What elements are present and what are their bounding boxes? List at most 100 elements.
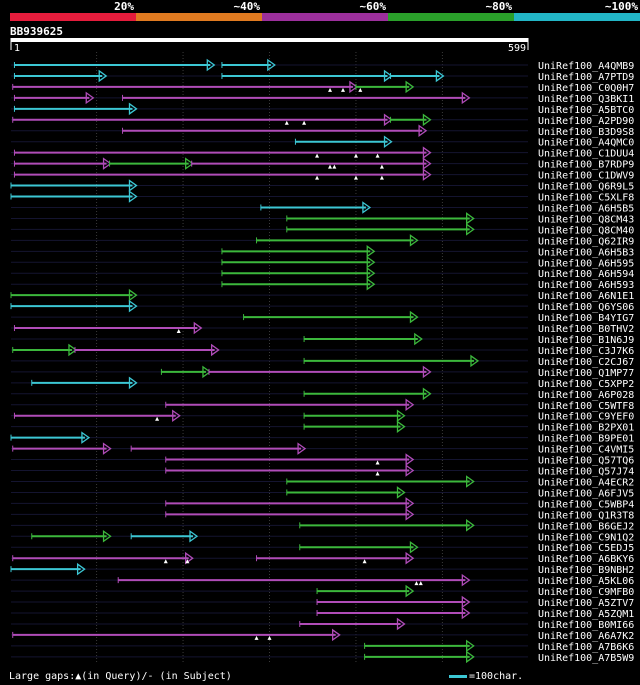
query-id: BB939625 [10,25,63,38]
hit-segment-arrowhead [383,113,393,127]
hit-segment-arrowhead [466,519,475,532]
hit-segment-arrowhead [383,135,393,148]
hit-segment-arrowhead [466,639,475,653]
hit-label: UniRef100_A6H5B5 [538,203,634,214]
gap-legend-subject: (in Subject) [153,671,232,682]
query-gap-marker [358,87,363,92]
hit-label: UniRef100_Q62IR9 [538,236,634,247]
hit-segment-arrowhead [128,102,138,116]
hit-label: UniRef100_Q57TQ6 [538,456,634,467]
query-gap-marker [375,460,380,465]
hit-label: UniRef100_A6N1E1 [538,291,634,302]
hit-label: UniRef100_C0Q0H7 [538,83,634,94]
hit-label: UniRef100_A4QMC0 [538,138,634,149]
hit-segment-arrowhead [409,540,419,554]
hit-segment-arrowhead [128,179,138,192]
hit-segment-arrowhead [461,595,471,609]
query-ruler [11,38,528,42]
hit-segment-arrowhead [185,551,194,565]
hit-segment-arrowhead [85,91,95,105]
identity-label-2: ~40% [234,0,261,13]
hit-label: UniRef100_Q6R9L5 [538,182,634,193]
hit-segment-arrowhead [68,343,78,357]
hit-segment-arrowhead [102,157,112,170]
query-gap-marker [375,471,380,476]
hit-label: UniRef100_C5EDJ5 [538,543,634,554]
identity-label-1: 20% [114,0,134,13]
scale-legend: =100char. [449,671,523,682]
hit-segment-arrowhead [466,475,475,488]
hit-segment-arrowhead [466,223,475,236]
query-gap-marker [284,120,289,125]
hit-label: UniRef100_A6FJV5 [538,488,634,499]
hit-segment-arrowhead [128,376,138,390]
hit-label: UniRef100_B9PE01 [538,434,634,445]
hit-segment-arrowhead [461,573,471,587]
hit-label: UniRef100_B7RDP9 [538,160,634,171]
hit-label: UniRef100_Q6YS06 [538,302,634,313]
hit-label: UniRef100_C9N1Q2 [538,532,634,543]
hit-label: UniRef100_A5ZTV7 [538,598,634,609]
query-gap-marker [418,581,423,586]
hit-label: UniRef100_C4VMI5 [538,445,634,456]
hit-label: UniRef100_B0THV2 [538,324,634,335]
hit-label: UniRef100_Q1MP77 [538,368,634,379]
identity-label-4: ~80% [486,0,513,13]
hit-segment-arrowhead [405,453,415,466]
hit-label: UniRef100_B4YIG7 [538,313,634,324]
hit-segment-arrowhead [128,288,138,302]
query-gap-marker [379,164,384,169]
hit-segment-arrowhead [409,234,419,247]
hit-label: UniRef100_B6GEJ2 [538,521,634,532]
query-gap-marker [176,329,181,334]
hit-label: UniRef100_A7PTD9 [538,72,634,83]
hit-segment-arrowhead [267,58,276,72]
hit-label: UniRef100_A5BTC0 [538,105,634,116]
hit-label: UniRef100_A7B5W9 [538,653,634,664]
hit-segment-arrowhead [76,562,86,576]
scale-swatch [449,674,467,678]
hit-segment-arrowhead [297,442,307,455]
hit-segment-arrowhead [128,190,138,203]
gap-legend: Large gaps:▲(in Query)/- (in Subject) [9,671,232,682]
hit-segment-arrowhead [466,650,475,664]
identity-band-3 [262,13,388,21]
hit-label: UniRef100_A6H594 [538,269,634,280]
query-gap-marker [332,164,337,169]
hit-segment-arrowhead [396,420,406,433]
hit-segment-arrowhead [405,398,415,412]
hit-label: UniRef100_B3D9S8 [538,127,634,138]
hit-label: UniRef100_Q3BKI1 [538,94,634,105]
hit-segment-arrowhead [206,58,216,72]
query-gap-marker [185,559,190,564]
hit-segment-arrowhead [461,606,471,620]
gap-legend-query: (in Query)/ [81,671,148,682]
hit-label: UniRef100_A6H595 [538,258,634,269]
hit-segment-arrowhead [362,201,372,214]
hit-label: UniRef100_A5ZQM1 [538,609,634,620]
hit-segment-arrowhead [409,310,419,324]
hit-label: UniRef100_C5XPP2 [538,379,634,390]
hit-label: UniRef100_B2PX01 [538,423,634,434]
hit-segment-arrowhead [128,299,138,313]
hit-segment-arrowhead [102,442,112,455]
hit-segment-arrowhead [396,409,406,422]
hit-label: UniRef100_A4ECR2 [538,477,634,488]
identity-label-5: ~100% [605,0,638,13]
subject-gap-dash: - [147,671,154,682]
query-gap-marker-icon: ▲ [75,671,82,682]
hit-label: UniRef100_A6H5B3 [538,247,634,258]
hit-label: UniRef100_C2CJ67 [538,357,634,368]
hit-segment-arrowhead [189,530,199,543]
hit-segment-arrowhead [366,256,376,269]
hit-label: UniRef100_A6A7K2 [538,631,634,642]
hit-segment-arrowhead [349,80,359,94]
query-gap-marker [267,635,272,640]
hit-segment-arrowhead [405,80,415,94]
hit-segment-arrowhead [422,113,432,127]
hit-segment-arrowhead [102,530,112,543]
hit-segment-arrowhead [172,409,181,422]
hit-segment-arrowhead [405,584,415,598]
hit-label: UniRef100_C5XLF8 [538,193,634,204]
hit-label: UniRef100_C5WTF8 [538,401,634,412]
